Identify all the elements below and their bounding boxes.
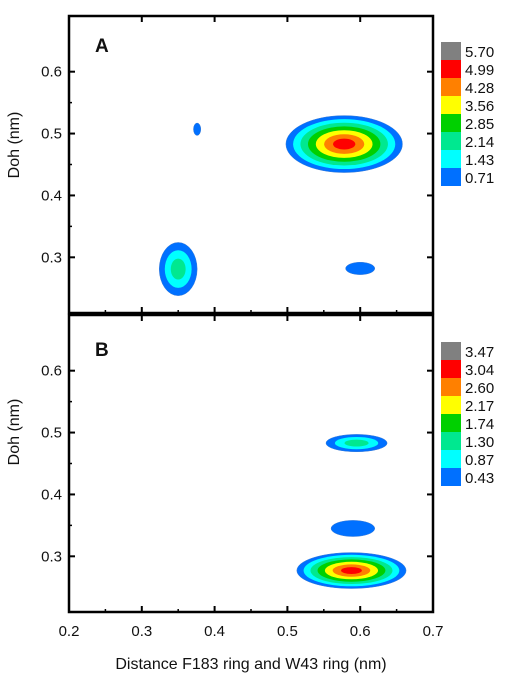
panel-b-y-ticks: 0.3 0.4 0.5 0.6 <box>41 363 433 565</box>
colorbar-b-label-2: 2.60 <box>465 380 494 397</box>
colorbar-b-label-0: 3.47 <box>465 344 494 361</box>
y-tick-label-b-3: 0.6 <box>41 363 62 380</box>
colorbar-a-label-0: 5.70 <box>465 44 494 61</box>
colorbar-a-swatch-3 <box>441 96 461 114</box>
colorbar-b-swatch-0 <box>441 342 461 360</box>
y-tick-label-b-2: 0.5 <box>41 425 62 442</box>
panel-b: 0.3 0.4 0.5 0.6 B Doh (nm) 3.473.042.602.17… <box>6 313 494 614</box>
colorbar-a-label-4: 2.85 <box>465 116 494 133</box>
x-axis-label: Distance F183 ring and W43 ring (nm) <box>115 656 386 673</box>
contour-b-0-level-1 <box>341 567 362 574</box>
colorbar-a-label-3: 3.56 <box>465 98 494 115</box>
colorbar-b-swatch-5 <box>441 432 461 450</box>
colorbar-b-swatch-1 <box>441 360 461 378</box>
y-tick-label-b-1: 0.4 <box>41 486 62 503</box>
y-tick-label-b-0: 0.3 <box>41 548 62 565</box>
colorbar-a-label-1: 4.99 <box>465 62 494 79</box>
x-tick-label-1: 0.3 <box>131 623 152 640</box>
colorbar-a-swatch-0 <box>441 42 461 60</box>
colorbar-a-swatch-5 <box>441 132 461 150</box>
colorbar-a-label-7: 0.71 <box>465 170 494 187</box>
y-tick-label-a-3: 0.6 <box>41 64 62 81</box>
colorbar-a-label-5: 2.14 <box>465 134 494 151</box>
y-tick-label-a-1: 0.4 <box>41 187 62 204</box>
panel-b-label: B <box>95 340 109 361</box>
contour-a-0-level-1 <box>333 138 356 150</box>
x-tick-label-0: 0.2 <box>59 623 80 640</box>
colorbar-b-label-7: 0.43 <box>465 470 494 487</box>
panel-a-colorbar: 5.704.994.283.562.852.141.430.71 <box>441 42 494 187</box>
colorbar-a-swatch-6 <box>441 150 461 168</box>
colorbar-a-label-2: 4.28 <box>465 80 494 97</box>
y-tick-label-a-2: 0.5 <box>41 126 62 143</box>
colorbar-b-swatch-2 <box>441 378 461 396</box>
colorbar-b-label-6: 0.87 <box>465 452 494 469</box>
panel-b-contours <box>296 434 407 589</box>
colorbar-b-label-4: 1.74 <box>465 416 494 433</box>
panel-a-y-axis-label: Doh (nm) <box>6 112 23 179</box>
colorbar-a-swatch-1 <box>441 60 461 78</box>
x-tick-label-5: 0.7 <box>423 623 444 640</box>
y-tick-label-a-0: 0.3 <box>41 249 62 266</box>
colorbar-b-swatch-6 <box>441 450 461 468</box>
panel-a-y-ticks: 0.3 0.4 0.5 0.6 <box>41 64 433 266</box>
contour-a-1-level-5 <box>170 258 186 280</box>
colorbar-b-label-1: 3.04 <box>465 362 494 379</box>
panel-b-colorbar: 3.473.042.602.171.741.300.870.43 <box>441 342 494 487</box>
colorbar-a-swatch-7 <box>441 168 461 186</box>
contour-b-1-level-5 <box>344 439 369 447</box>
colorbar-b-label-3: 2.17 <box>465 398 494 415</box>
panel-a: 0.3 0.4 0.5 0.6 A Doh (nm) 5.704.994.283.56… <box>6 14 494 315</box>
colorbar-a-swatch-2 <box>441 78 461 96</box>
contour-a-3-level-7 <box>345 262 376 275</box>
panel-a-label: A <box>95 36 109 57</box>
colorbar-b-label-5: 1.30 <box>465 434 494 451</box>
colorbar-b-swatch-4 <box>441 414 461 432</box>
x-tick-label-3: 0.5 <box>277 623 298 640</box>
panel-a-contours <box>159 115 403 296</box>
colorbar-a-swatch-4 <box>441 114 461 132</box>
colorbar-b-swatch-7 <box>441 468 461 486</box>
panel-b-y-axis-label: Doh (nm) <box>6 399 23 466</box>
x-axis-ticks: 0.2 0.3 0.4 0.5 0.6 0.7 <box>59 16 444 640</box>
x-tick-label-2: 0.4 <box>204 623 225 640</box>
colorbar-b-swatch-3 <box>441 396 461 414</box>
colorbar-a-label-6: 1.43 <box>465 152 494 169</box>
contour-b-2-level-7 <box>330 520 376 537</box>
contour-a-2-level-7 <box>193 122 202 136</box>
x-tick-label-4: 0.6 <box>350 623 371 640</box>
